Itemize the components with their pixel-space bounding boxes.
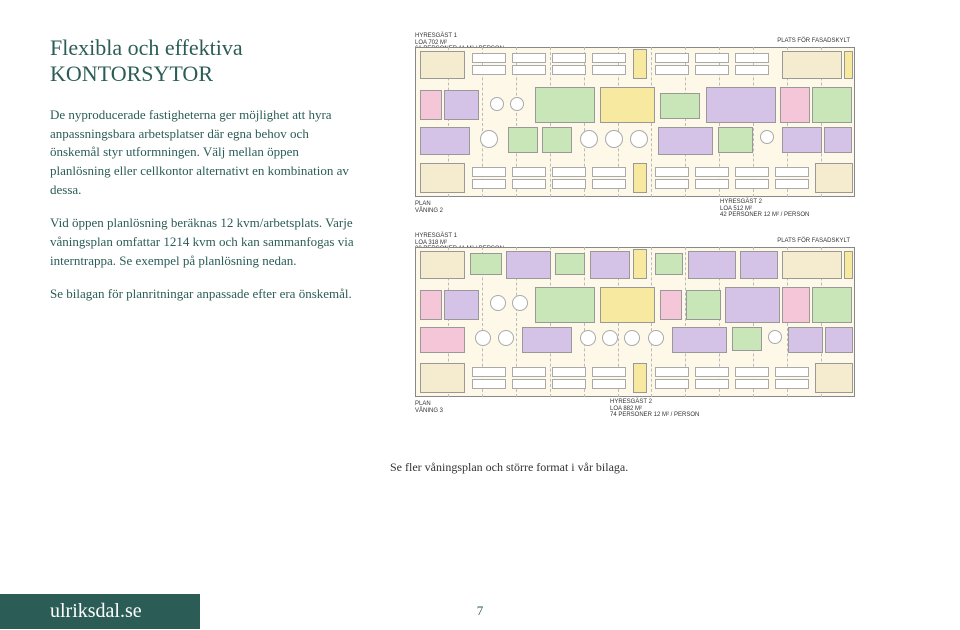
- fp2-lounge: [812, 287, 852, 323]
- footer-page-number: 7: [200, 603, 960, 619]
- floorplan-column: HYRESGÄST 1 LOA 702 M² 61 PERSONER 11 M²…: [390, 35, 910, 475]
- fp1-lounge: [718, 127, 753, 153]
- fp1-meeting: [658, 127, 713, 155]
- fp2-meeting: [688, 251, 736, 279]
- page: Flexibla och effektiva KONTORSYTOR De ny…: [0, 0, 960, 630]
- fp1-lounge: [542, 127, 572, 153]
- fp2-meeting: [444, 290, 479, 320]
- fp2-meeting: [740, 251, 778, 279]
- fp1-sign-label: PLATS FÖR FASADSKYLT: [777, 38, 850, 45]
- fp1-room: [815, 163, 853, 193]
- fp1-meeting: [420, 127, 470, 155]
- fp2-stair: [844, 251, 853, 279]
- fp1-wc: [780, 87, 810, 123]
- fp2-lounge: [686, 290, 721, 320]
- fp2-core: [633, 249, 647, 279]
- fp2-wc: [660, 290, 682, 320]
- fp1-lounge: [508, 127, 538, 153]
- fp2-sign-label: PLATS FÖR FASADSKYLT: [777, 238, 850, 245]
- page-footer: ulriksdal.se 7: [0, 592, 960, 630]
- fp1-tenant2-label: HYRESGÄST 2 LOA 512 M² 42 PERSONER 12 M²…: [720, 199, 809, 219]
- fp2-lounge: [732, 327, 762, 351]
- text-column: Flexibla och effektiva KONTORSYTOR De ny…: [50, 35, 360, 475]
- fp1-room: [420, 51, 465, 79]
- fp2-lounge: [555, 253, 585, 275]
- fp1-wc: [420, 90, 442, 120]
- fp2-meeting: [672, 327, 727, 353]
- fp2-meeting: [590, 251, 630, 279]
- content-row: Flexibla och effektiva KONTORSYTOR De ny…: [50, 35, 910, 475]
- fp2-wc: [782, 287, 810, 323]
- floorplan-caption: Se fler våningsplan och större format i …: [390, 460, 910, 475]
- fp1-plan-label: PLAN VÅNING 2: [415, 201, 443, 214]
- fp2-plan-label: PLAN VÅNING 3: [415, 401, 443, 414]
- page-heading: Flexibla och effektiva KONTORSYTOR: [50, 35, 360, 88]
- fp1-lounge: [660, 93, 700, 119]
- fp1-lounge: [535, 87, 595, 123]
- fp2-room: [815, 363, 853, 393]
- fp2-lounge: [470, 253, 502, 275]
- floorplan-1: HYRESGÄST 1 LOA 702 M² 61 PERSONER 11 M²…: [390, 35, 880, 215]
- fp2-tenant2-label: HYRESGÄST 2 LOA 882 M² 74 PERSONER 12 M²…: [610, 399, 699, 419]
- fp1-lounge: [812, 87, 852, 123]
- fp2-room: [782, 251, 842, 279]
- fp1-core: [633, 163, 647, 193]
- fp1-meeting: [824, 127, 852, 153]
- fp1-room: [782, 51, 842, 79]
- fp1-stair: [844, 51, 853, 79]
- paragraph-2: Vid öppen planlösning beräknas 12 kvm/ar…: [50, 214, 360, 271]
- fp2-meeting: [825, 327, 853, 353]
- fp1-meeting: [444, 90, 479, 120]
- fp2-meeting: [788, 327, 823, 353]
- paragraph-1: De nyproducerade fastigheterna ger möjli…: [50, 106, 360, 200]
- fp2-room: [420, 251, 465, 279]
- fp1-core: [600, 87, 655, 123]
- fp1-room: [420, 163, 465, 193]
- floorplan-2: HYRESGÄST 1 LOA 318 M² 30 PERSONER 11 M²…: [390, 235, 880, 415]
- heading-line2: KONTORSYTOR: [50, 61, 213, 86]
- fp2-meeting: [725, 287, 780, 323]
- fp2-wc: [420, 327, 465, 353]
- fp1-meeting: [706, 87, 776, 123]
- fp2-meeting: [522, 327, 572, 353]
- heading-line1: Flexibla och effektiva: [50, 35, 243, 60]
- paragraph-3: Se bilagan för planritningar anpassade e…: [50, 285, 360, 304]
- fp2-lounge: [655, 253, 683, 275]
- footer-brand: ulriksdal.se: [0, 594, 200, 629]
- fp2-core: [600, 287, 655, 323]
- fp2-meeting: [506, 251, 551, 279]
- fp2-wc: [420, 290, 442, 320]
- fp1-meeting: [782, 127, 822, 153]
- fp2-core: [633, 363, 647, 393]
- fp1-core: [633, 49, 647, 79]
- fp2-lounge: [535, 287, 595, 323]
- fp2-room: [420, 363, 465, 393]
